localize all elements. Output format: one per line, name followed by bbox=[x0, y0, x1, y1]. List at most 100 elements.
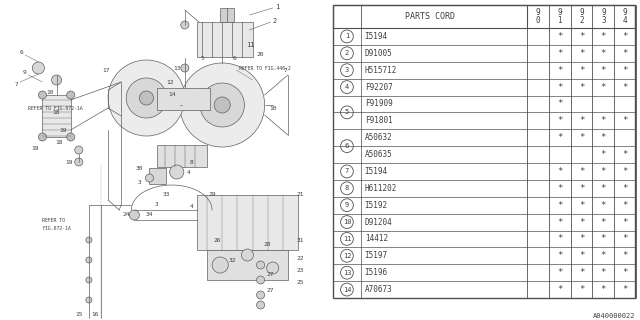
Text: 6: 6 bbox=[19, 50, 23, 54]
Text: *: * bbox=[623, 268, 628, 277]
Text: 11: 11 bbox=[342, 236, 351, 242]
Text: *: * bbox=[579, 133, 584, 142]
Circle shape bbox=[257, 261, 264, 269]
Bar bbox=[157, 145, 207, 167]
Text: *: * bbox=[557, 218, 563, 227]
Text: 12: 12 bbox=[342, 253, 351, 259]
Text: *: * bbox=[623, 184, 628, 193]
Text: *: * bbox=[557, 133, 563, 142]
Circle shape bbox=[214, 97, 230, 113]
Text: *: * bbox=[601, 285, 606, 294]
Text: *: * bbox=[623, 218, 628, 227]
Text: 22: 22 bbox=[296, 255, 304, 260]
Text: *: * bbox=[601, 235, 606, 244]
Text: *: * bbox=[579, 285, 584, 294]
Text: *: * bbox=[557, 184, 563, 193]
Text: 9
1: 9 1 bbox=[557, 8, 562, 25]
Circle shape bbox=[267, 262, 279, 274]
Text: *: * bbox=[557, 235, 563, 244]
Text: 18: 18 bbox=[55, 140, 62, 146]
Text: I5197: I5197 bbox=[365, 251, 388, 260]
Text: 8: 8 bbox=[190, 159, 194, 164]
Text: *: * bbox=[623, 285, 628, 294]
Circle shape bbox=[180, 21, 189, 29]
Text: *: * bbox=[579, 251, 584, 260]
Circle shape bbox=[145, 174, 154, 182]
Text: 13: 13 bbox=[173, 66, 180, 70]
Text: 28: 28 bbox=[264, 243, 271, 247]
Text: *: * bbox=[557, 49, 563, 58]
Text: 25: 25 bbox=[296, 279, 304, 284]
Text: 20: 20 bbox=[257, 52, 264, 58]
Text: A50635: A50635 bbox=[365, 150, 392, 159]
Circle shape bbox=[86, 277, 92, 283]
Text: 3: 3 bbox=[155, 203, 159, 207]
Text: *: * bbox=[579, 49, 584, 58]
Text: 19: 19 bbox=[59, 127, 67, 132]
Text: 13: 13 bbox=[342, 270, 351, 276]
Text: 27: 27 bbox=[267, 273, 275, 277]
Text: *: * bbox=[601, 133, 606, 142]
Text: *: * bbox=[623, 201, 628, 210]
Text: 7: 7 bbox=[345, 168, 349, 174]
Text: 11: 11 bbox=[246, 42, 255, 48]
Text: 18: 18 bbox=[52, 109, 60, 115]
Text: 23: 23 bbox=[296, 268, 304, 273]
Bar bbox=[197, 195, 298, 250]
Text: *: * bbox=[623, 116, 628, 125]
Circle shape bbox=[86, 297, 92, 303]
Text: 16: 16 bbox=[91, 313, 99, 317]
Circle shape bbox=[241, 249, 253, 261]
Text: 9
4: 9 4 bbox=[623, 8, 627, 25]
Text: *: * bbox=[623, 150, 628, 159]
Text: 26: 26 bbox=[213, 237, 221, 243]
Text: 14: 14 bbox=[342, 287, 351, 292]
Text: 21: 21 bbox=[296, 193, 304, 197]
Text: I5196: I5196 bbox=[365, 268, 388, 277]
Text: 10: 10 bbox=[47, 91, 54, 95]
Circle shape bbox=[108, 60, 185, 136]
Text: REFER TO FIG.072-1A: REFER TO FIG.072-1A bbox=[28, 106, 83, 110]
Text: *: * bbox=[557, 167, 563, 176]
Text: REFER TO FIG.440-2: REFER TO FIG.440-2 bbox=[239, 66, 291, 70]
Circle shape bbox=[257, 301, 264, 309]
Text: 27: 27 bbox=[267, 287, 275, 292]
Circle shape bbox=[75, 146, 83, 154]
Text: *: * bbox=[601, 268, 606, 277]
Text: 19: 19 bbox=[31, 146, 39, 150]
Circle shape bbox=[212, 257, 228, 273]
Circle shape bbox=[67, 133, 75, 141]
Text: 1: 1 bbox=[345, 33, 349, 39]
Text: *: * bbox=[579, 268, 584, 277]
Text: *: * bbox=[601, 184, 606, 193]
Text: *: * bbox=[601, 201, 606, 210]
Text: 4: 4 bbox=[187, 170, 191, 174]
Text: *: * bbox=[623, 66, 628, 75]
Text: 7: 7 bbox=[284, 68, 288, 73]
Text: F91909: F91909 bbox=[365, 100, 392, 108]
Bar bbox=[157, 88, 210, 110]
Text: *: * bbox=[579, 83, 584, 92]
Text: *: * bbox=[557, 285, 563, 294]
Bar bbox=[220, 8, 234, 22]
Circle shape bbox=[180, 63, 264, 147]
Text: *: * bbox=[579, 32, 584, 41]
Text: 14: 14 bbox=[168, 92, 175, 98]
Text: *: * bbox=[557, 66, 563, 75]
Text: *: * bbox=[623, 251, 628, 260]
Text: H515712: H515712 bbox=[365, 66, 397, 75]
Text: *: * bbox=[601, 150, 606, 159]
Circle shape bbox=[257, 291, 264, 299]
Text: 7: 7 bbox=[14, 82, 18, 86]
Text: D91005: D91005 bbox=[365, 49, 392, 58]
Text: 5: 5 bbox=[345, 109, 349, 116]
Text: F92207: F92207 bbox=[365, 83, 392, 92]
Circle shape bbox=[86, 237, 92, 243]
Circle shape bbox=[32, 62, 44, 74]
Text: 3: 3 bbox=[345, 67, 349, 73]
Bar bbox=[333, 5, 635, 28]
Text: *: * bbox=[557, 268, 563, 277]
Text: *: * bbox=[601, 167, 606, 176]
Text: 29: 29 bbox=[209, 193, 216, 197]
Circle shape bbox=[257, 276, 264, 284]
